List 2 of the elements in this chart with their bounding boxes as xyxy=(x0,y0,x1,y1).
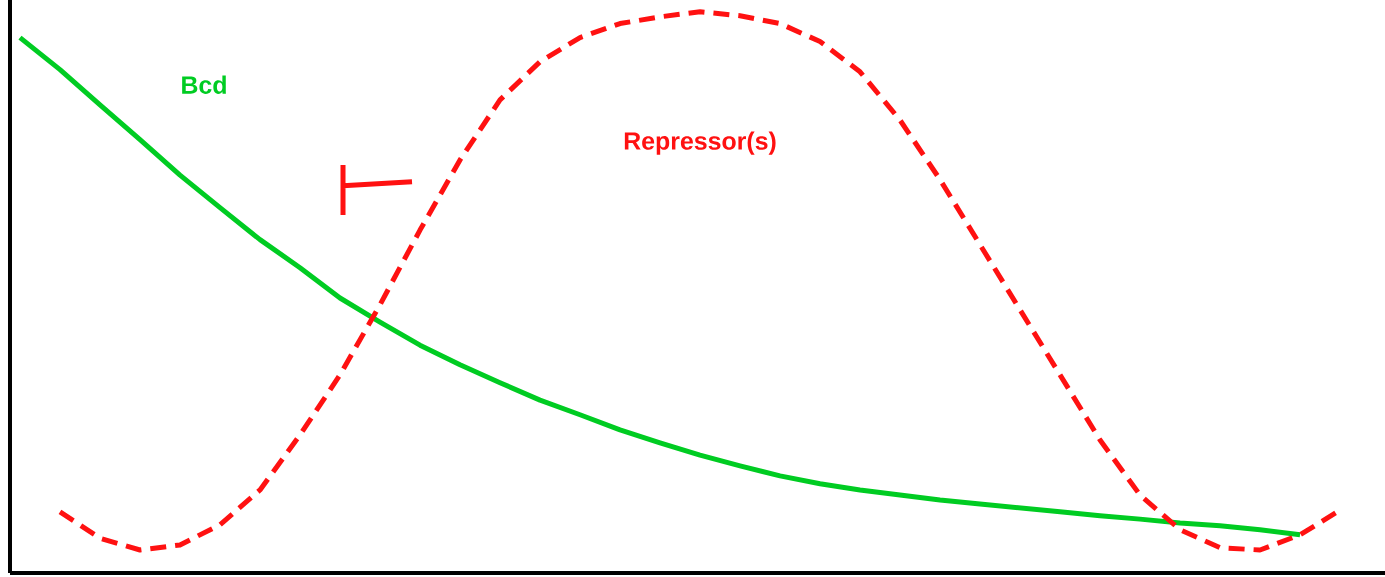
text: Bcd xyxy=(182,75,226,94)
text: Repressor(s) xyxy=(624,131,776,155)
